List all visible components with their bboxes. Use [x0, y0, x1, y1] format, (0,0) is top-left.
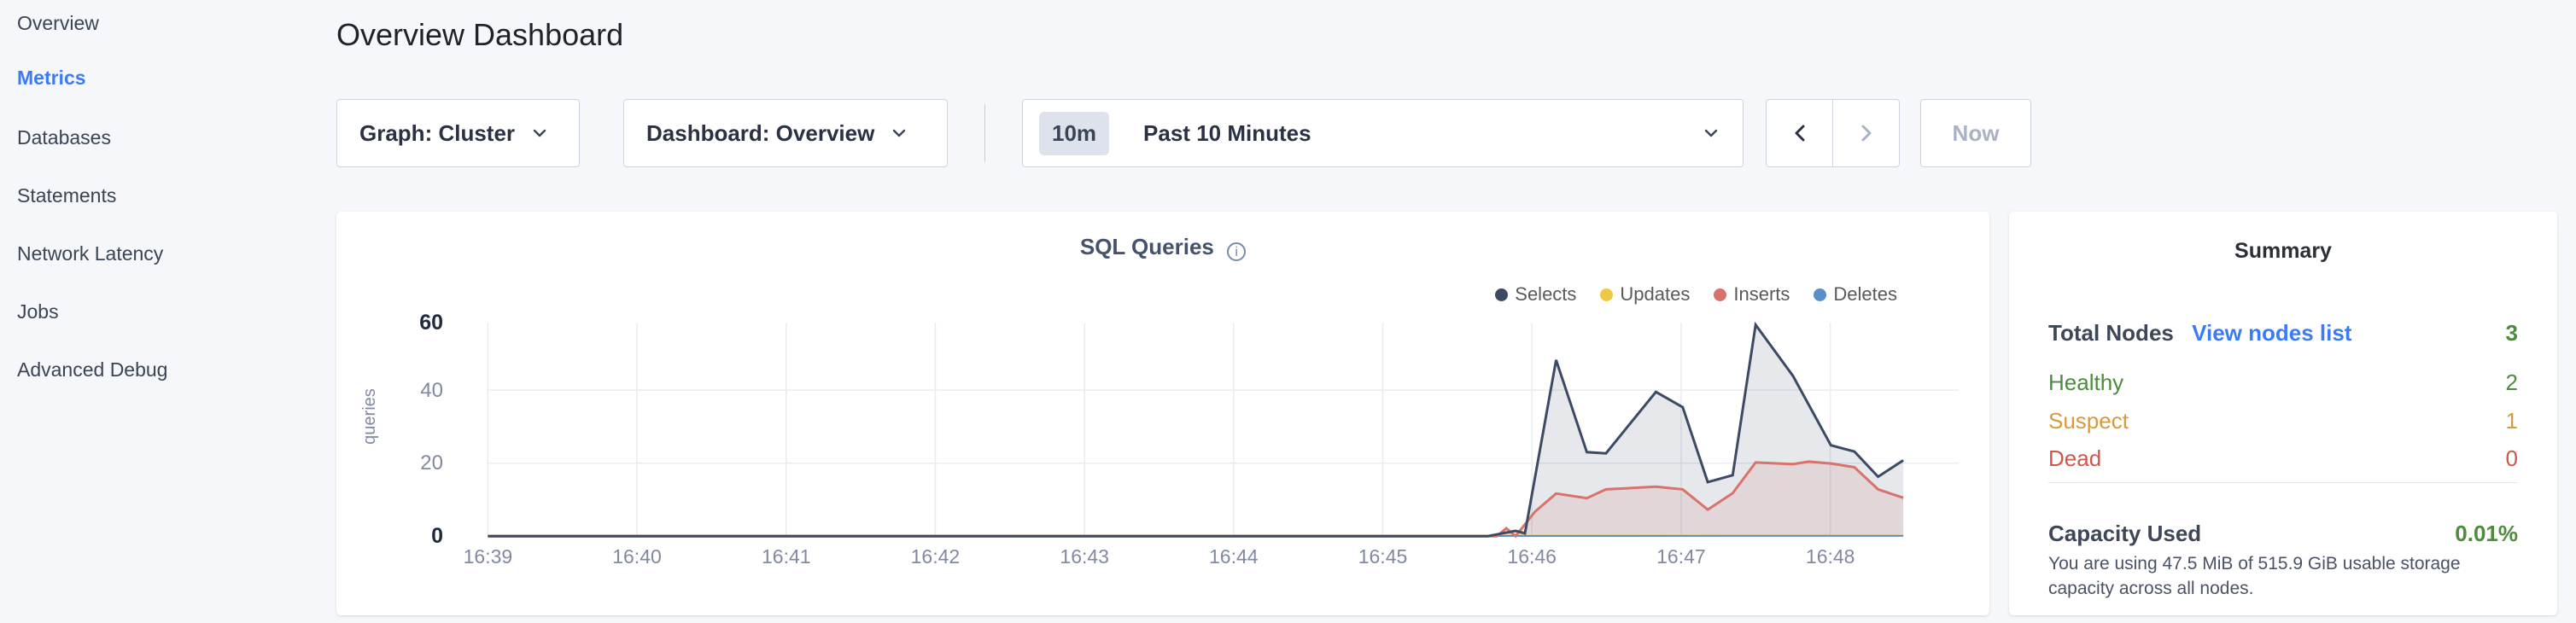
- svg-text:queries: queries: [360, 388, 379, 445]
- svg-text:16:42: 16:42: [911, 545, 961, 568]
- svg-text:40: 40: [420, 379, 443, 402]
- svg-text:16:40: 16:40: [612, 545, 662, 568]
- svg-text:0: 0: [431, 524, 443, 548]
- svg-text:16:44: 16:44: [1209, 545, 1259, 568]
- svg-text:20: 20: [420, 451, 443, 475]
- svg-text:60: 60: [419, 311, 443, 335]
- svg-text:16:39: 16:39: [464, 545, 513, 568]
- svg-text:16:45: 16:45: [1358, 545, 1408, 568]
- svg-text:16:41: 16:41: [762, 545, 811, 568]
- svg-text:16:46: 16:46: [1507, 545, 1557, 568]
- svg-text:16:48: 16:48: [1806, 545, 1855, 568]
- svg-text:16:47: 16:47: [1656, 545, 1706, 568]
- svg-text:16:43: 16:43: [1060, 545, 1109, 568]
